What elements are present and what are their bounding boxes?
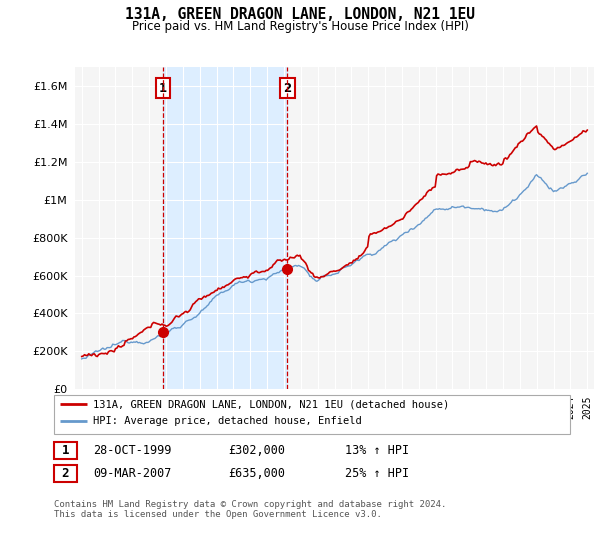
Text: 28-OCT-1999: 28-OCT-1999 [93,444,172,458]
Text: 09-MAR-2007: 09-MAR-2007 [93,466,172,480]
Text: £635,000: £635,000 [228,466,285,480]
Bar [163,67,287,389]
Text: Contains HM Land Registry data © Crown copyright and database right 2024.
This d: Contains HM Land Registry data © Crown c… [54,500,446,519]
Text: 2: 2 [283,82,291,95]
Text: 1: 1 [62,444,69,458]
Text: 131A, GREEN DRAGON LANE, LONDON, N21 1EU (detached house): 131A, GREEN DRAGON LANE, LONDON, N21 1EU… [93,399,449,409]
Text: HPI: Average price, detached house, Enfield: HPI: Average price, detached house, Enfi… [93,416,362,426]
Text: 2: 2 [62,466,69,480]
Text: 13% ↑ HPI: 13% ↑ HPI [345,444,409,458]
Text: 25% ↑ HPI: 25% ↑ HPI [345,466,409,480]
Text: £302,000: £302,000 [228,444,285,458]
Text: 1: 1 [159,82,167,95]
Text: 131A, GREEN DRAGON LANE, LONDON, N21 1EU: 131A, GREEN DRAGON LANE, LONDON, N21 1EU [125,7,475,22]
Text: Price paid vs. HM Land Registry's House Price Index (HPI): Price paid vs. HM Land Registry's House … [131,20,469,32]
